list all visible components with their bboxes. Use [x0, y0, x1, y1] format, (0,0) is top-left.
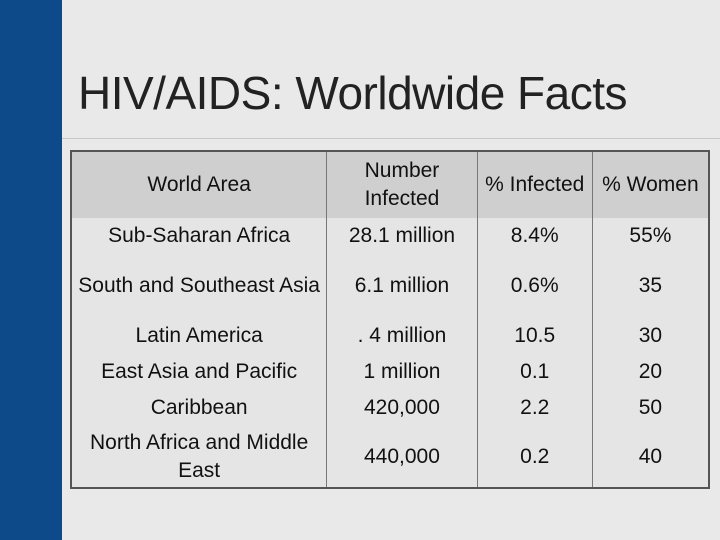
header-number-infected: Number Infected — [326, 151, 478, 218]
cell-number-infected: 440,000 — [326, 426, 478, 488]
cell-percent-infected: 8.4% — [477, 218, 593, 254]
hiv-facts-table: World Area Number Infected % Infected % … — [70, 150, 710, 489]
cell-area: Caribbean — [71, 390, 328, 426]
cell-percent-infected: 0.6% — [477, 254, 593, 318]
table-row: North Africa and Middle East 440,000 0.2… — [71, 426, 709, 488]
cell-percent-infected: 0.2 — [477, 426, 593, 488]
header-world-area: World Area — [71, 151, 328, 218]
cell-area: Latin America — [71, 318, 328, 354]
cell-percent-women: 20 — [592, 354, 709, 390]
cell-percent-women: 30 — [592, 318, 709, 354]
table-row: Sub-Saharan Africa 28.1 million 8.4% 55% — [71, 218, 709, 254]
table-row: Latin America . 4 million 10.5 30 — [71, 318, 709, 354]
left-accent-band — [0, 0, 62, 540]
table-row: Caribbean 420,000 2.2 50 — [71, 390, 709, 426]
cell-number-infected: 28.1 million — [326, 218, 478, 254]
cell-percent-women: 35 — [592, 254, 709, 318]
table-row: East Asia and Pacific 1 million 0.1 20 — [71, 354, 709, 390]
header-percent-women: % Women — [592, 151, 709, 218]
table-row: South and Southeast Asia 6.1 million 0.6… — [71, 254, 709, 318]
cell-percent-infected: 10.5 — [477, 318, 593, 354]
cell-area: South and Southeast Asia — [71, 254, 328, 318]
cell-percent-women: 50 — [592, 390, 709, 426]
title-divider — [62, 138, 720, 139]
cell-number-infected: 1 million — [326, 354, 478, 390]
cell-number-infected: 6.1 million — [326, 254, 478, 318]
cell-percent-women: 55% — [592, 218, 709, 254]
cell-area: North Africa and Middle East — [71, 426, 328, 488]
cell-area: East Asia and Pacific — [71, 354, 328, 390]
cell-percent-infected: 0.1 — [477, 354, 593, 390]
header-percent-infected: % Infected — [477, 151, 593, 218]
table-header-row: World Area Number Infected % Infected % … — [71, 151, 709, 218]
cell-percent-infected: 2.2 — [477, 390, 593, 426]
cell-percent-women: 40 — [592, 426, 709, 488]
cell-area: Sub-Saharan Africa — [71, 218, 328, 254]
cell-number-infected: . 4 million — [326, 318, 478, 354]
cell-number-infected: 420,000 — [326, 390, 478, 426]
slide-title: HIV/AIDS: Worldwide Facts — [78, 67, 628, 119]
